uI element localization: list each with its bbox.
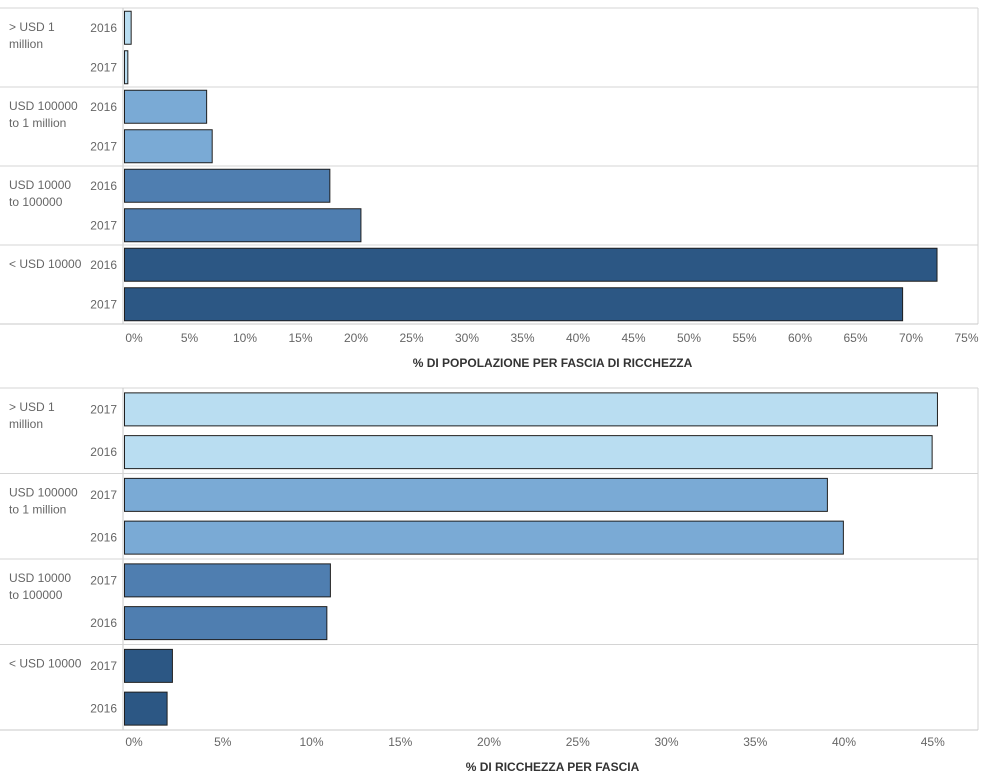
- x-tick-label: 5%: [181, 331, 199, 345]
- x-tick-label: 25%: [399, 331, 423, 345]
- year-label: 2017: [90, 297, 117, 311]
- x-tick-label: 30%: [455, 331, 479, 345]
- x-tick-label: 15%: [388, 735, 412, 749]
- group-label: USD 10000 to 100000: [9, 178, 71, 209]
- bar-2017[interactable]: [124, 648, 173, 683]
- bar-2016[interactable]: [124, 435, 933, 470]
- x-tick-label: 10%: [299, 735, 323, 749]
- x-tick-label: 15%: [288, 331, 312, 345]
- group-label: USD 100000 to 1 million: [9, 99, 78, 130]
- bar-2016[interactable]: [124, 10, 132, 45]
- year-label: 2017: [90, 659, 117, 673]
- x-axis-title: % DI POPOLAZIONE PER FASCIA DI RICCHEZZA: [413, 356, 693, 370]
- x-tick-label: 60%: [788, 331, 812, 345]
- x-tick-label: 0%: [125, 735, 143, 749]
- x-tick-label: 45%: [621, 331, 645, 345]
- x-tick-label: 75%: [954, 331, 978, 345]
- bar-2016[interactable]: [124, 89, 208, 124]
- bar-2017[interactable]: [124, 50, 129, 85]
- group-label: > USD 1 million: [9, 400, 55, 431]
- x-tick-label: 70%: [899, 331, 923, 345]
- x-tick-label: 20%: [477, 735, 501, 749]
- x-tick-label: 25%: [566, 735, 590, 749]
- bar-2017[interactable]: [124, 208, 362, 243]
- year-label: 2017: [90, 60, 117, 74]
- group-label: < USD 10000: [9, 257, 82, 271]
- x-tick-label: 10%: [233, 331, 257, 345]
- chart-panel-2: > USD 1 million 2017 2016 USD 100000 to 1 mil…: [0, 387, 979, 774]
- x-tick-label: 55%: [732, 331, 756, 345]
- bar-2017[interactable]: [124, 392, 938, 427]
- bar-2016[interactable]: [124, 691, 168, 726]
- year-label: 2016: [90, 445, 117, 459]
- year-label: 2016: [90, 100, 117, 114]
- year-label: 2017: [90, 139, 117, 153]
- x-tick-label: 20%: [344, 331, 368, 345]
- year-label: 2017: [90, 488, 117, 502]
- year-label: 2016: [90, 258, 117, 272]
- year-label: 2016: [90, 531, 117, 545]
- bar-2016[interactable]: [124, 606, 328, 641]
- x-tick-label: 35%: [743, 735, 767, 749]
- year-label: 2017: [90, 402, 117, 416]
- x-tick-label: 40%: [832, 735, 856, 749]
- bar-2017[interactable]: [124, 563, 331, 598]
- x-tick-label: 65%: [843, 331, 867, 345]
- x-axis-title: % DI RICCHEZZA PER FASCIA: [466, 760, 640, 774]
- x-tick-label: 5%: [214, 735, 232, 749]
- bar-2016[interactable]: [124, 520, 844, 555]
- x-tick-label: 50%: [677, 331, 701, 345]
- group-label: USD 100000 to 1 million: [9, 486, 78, 517]
- year-label: 2017: [90, 573, 117, 587]
- year-label: 2016: [90, 702, 117, 716]
- bar-2016[interactable]: [124, 168, 331, 203]
- year-label: 2017: [90, 218, 117, 232]
- year-label: 2016: [90, 21, 117, 35]
- chart-panel-1: > USD 1 million 2016 2017 USD 100000 to 1 mil…: [0, 7, 979, 370]
- group-label: > USD 1 million: [9, 20, 55, 51]
- year-label: 2016: [90, 616, 117, 630]
- bar-2017[interactable]: [124, 287, 904, 322]
- bar-2017[interactable]: [124, 129, 213, 164]
- x-tick-label: 40%: [566, 331, 590, 345]
- x-tick-label: 45%: [921, 735, 945, 749]
- group-label: USD 10000 to 100000: [9, 571, 71, 602]
- bar-2017[interactable]: [124, 477, 828, 512]
- x-tick-label: 30%: [654, 735, 678, 749]
- group-label: < USD 10000: [9, 657, 82, 671]
- bar-2016[interactable]: [124, 247, 938, 282]
- x-tick-label: 0%: [125, 331, 143, 345]
- x-tick-label: 35%: [510, 331, 534, 345]
- year-label: 2016: [90, 179, 117, 193]
